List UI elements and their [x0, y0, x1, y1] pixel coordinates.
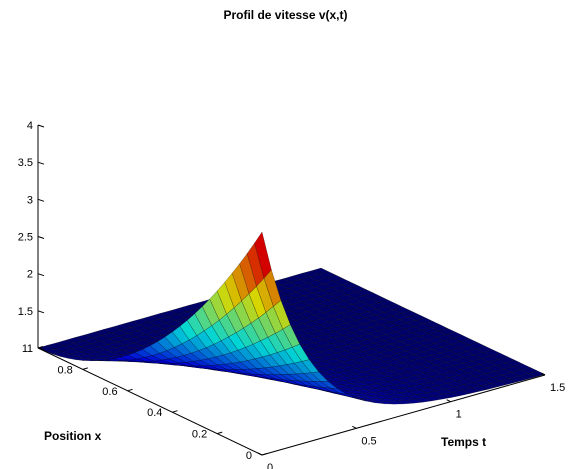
y-tick-label: 1	[22, 343, 28, 355]
z-tick-mark	[37, 273, 45, 277]
y-tick-label: 0.4	[147, 407, 162, 419]
x-axis-ticks: 0 0.5 1 1.5	[257, 372, 565, 469]
z-tick-label: 1	[27, 343, 33, 355]
y-tick-label: 0.8	[58, 364, 73, 376]
y-tick-label: 0	[246, 450, 252, 462]
z-tick-mark	[37, 124, 45, 128]
x-tick-mark	[446, 399, 451, 403]
y-axis-label: Position x	[44, 429, 102, 443]
x-tick-label: 1	[456, 409, 462, 421]
x-tick-label: 0.5	[361, 435, 376, 447]
y-tick-mark	[127, 388, 133, 392]
y-tick-label: 0.6	[102, 386, 117, 398]
z-tick-label: 3.5	[18, 157, 33, 169]
z-tick-label: 1.5	[18, 306, 33, 318]
x-axis-label: Temps t	[441, 435, 486, 449]
y-axis-line	[37, 347, 263, 456]
x-tick-label: 1.5	[550, 382, 565, 394]
z-tick-label: 2.5	[18, 232, 33, 244]
z-axis-ticks: 1 1.5 2 2.5 3 3.5 4	[18, 120, 45, 355]
surface-patch	[254, 231, 272, 279]
z-tick-label: 2	[27, 269, 33, 281]
x-tick-mark	[352, 425, 357, 429]
z-tick-label: 4	[27, 120, 33, 132]
x-axis-line	[261, 374, 546, 456]
y-tick-mark	[217, 431, 223, 435]
chart-title: Profil de vitesse v(x,t)	[223, 8, 348, 22]
z-tick-mark	[37, 236, 45, 239]
y-tick-mark	[82, 367, 88, 370]
x-tick-mark	[257, 452, 263, 456]
z-tick-mark	[37, 310, 45, 314]
x-tick-mark	[540, 372, 546, 376]
surface-mesh	[37, 231, 546, 405]
z-tick-mark	[37, 198, 45, 202]
y-tick-mark	[172, 410, 178, 413]
z-tick-label: 3	[27, 194, 33, 206]
x-tick-label: 0	[267, 462, 273, 469]
y-tick-label: 0.2	[192, 429, 207, 441]
z-tick-mark	[37, 161, 45, 165]
y-axis-ticks: 0 0.2 0.4 0.6 0.8 1	[22, 343, 268, 462]
y-tick-mark	[37, 346, 44, 349]
